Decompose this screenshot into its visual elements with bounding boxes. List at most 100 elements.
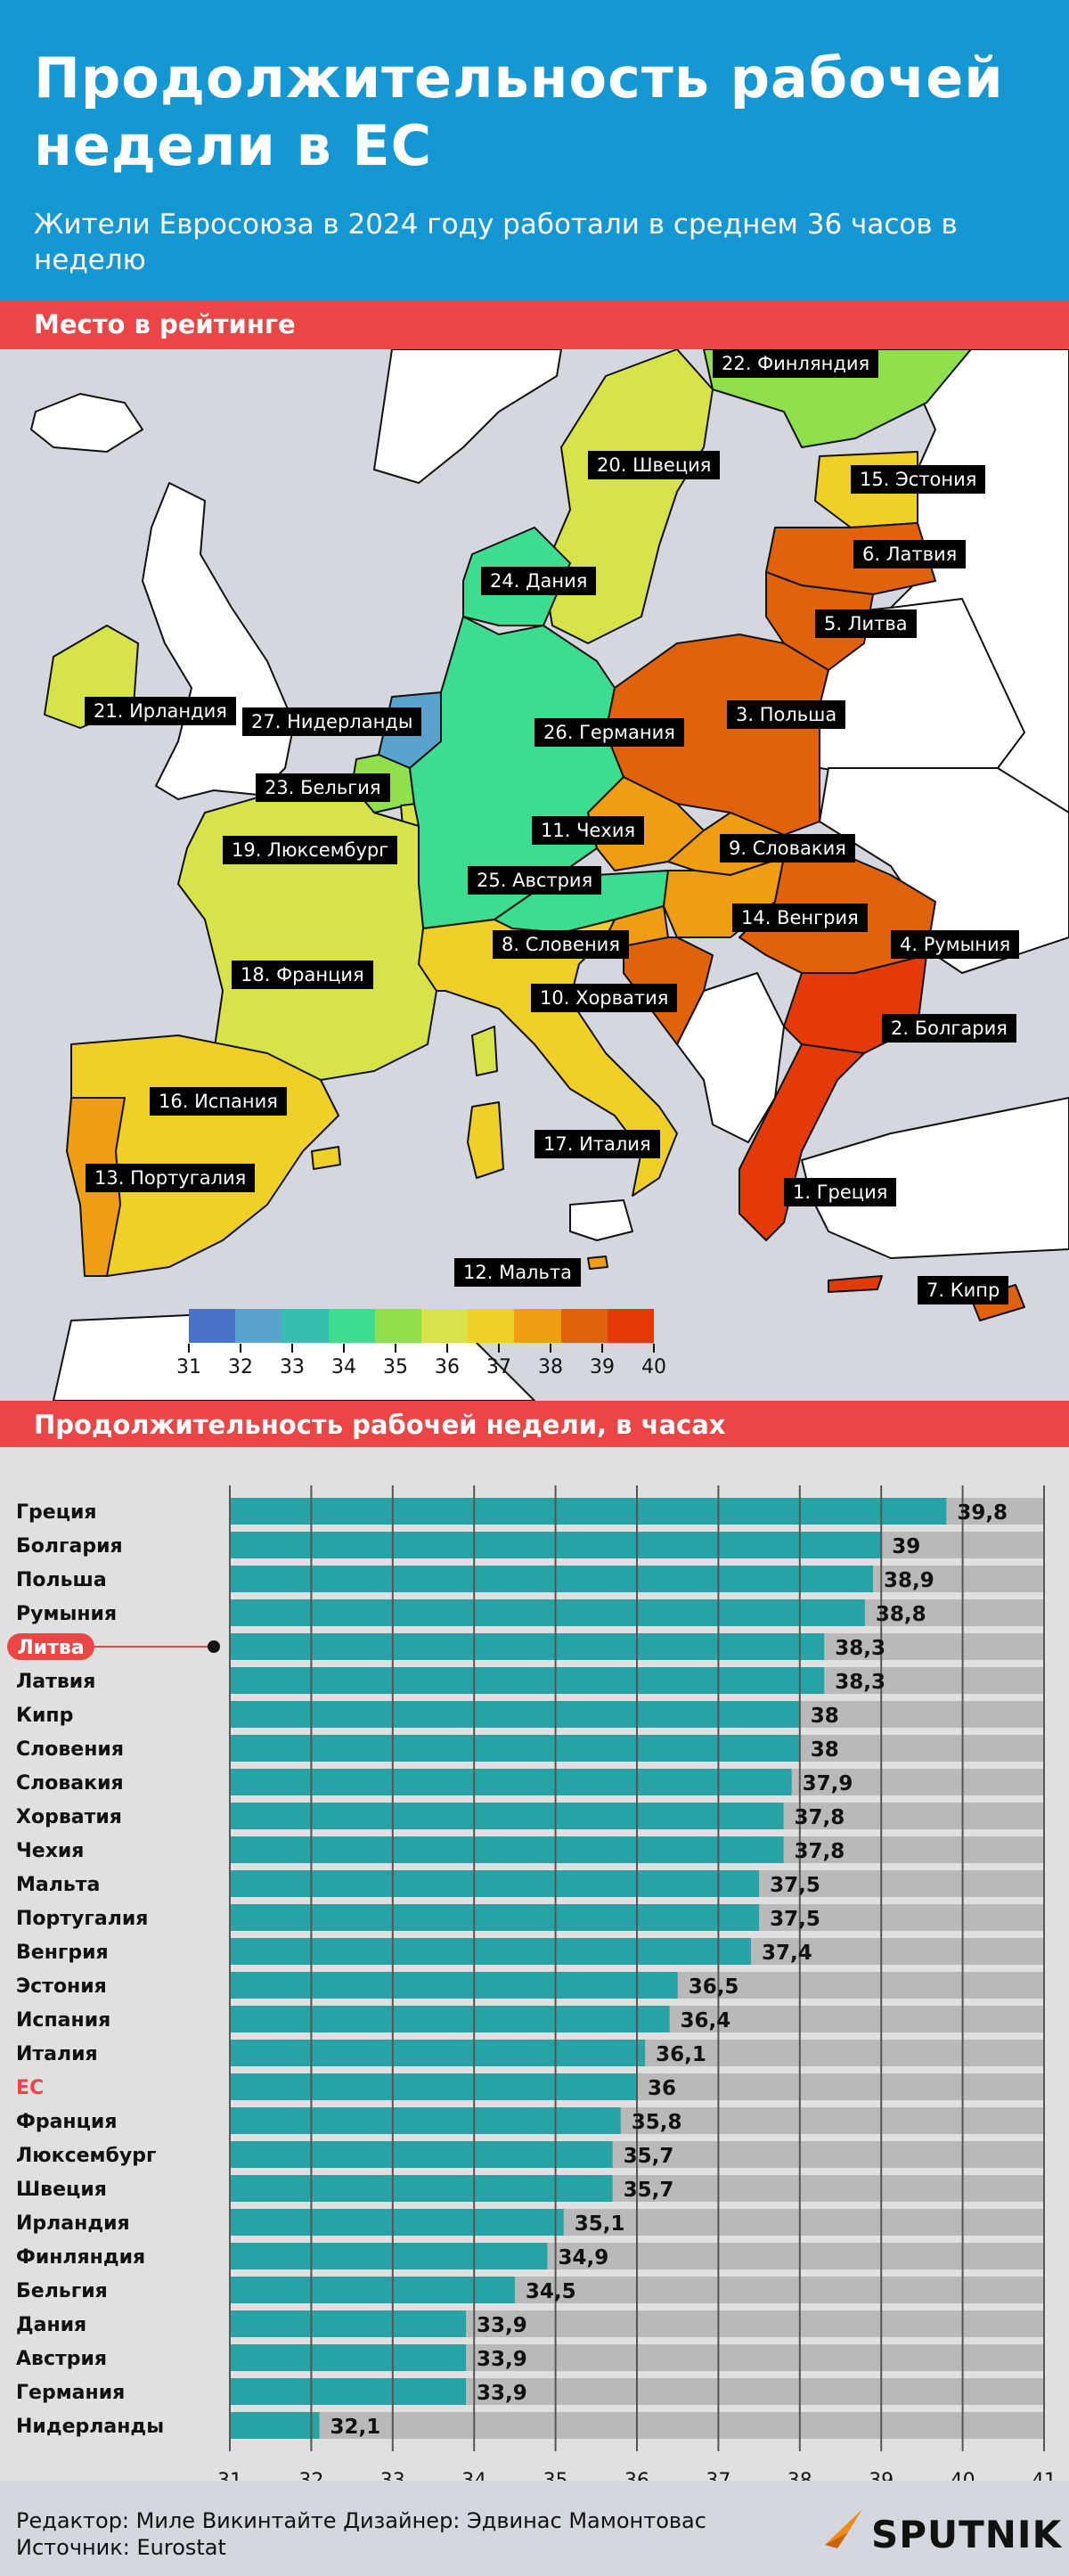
- legend-tick-label: 31: [176, 1356, 201, 1378]
- value-label: 37,8: [795, 1806, 845, 1829]
- legend-tick-mark: [446, 1344, 448, 1353]
- category-label: Австрия: [16, 2348, 107, 2370]
- x-tick-label: 35: [543, 2470, 568, 2481]
- brand-name: SPUTNIK: [871, 2513, 1063, 2556]
- value-label: 35,7: [624, 2179, 674, 2202]
- value-label: 33,9: [477, 2382, 527, 2405]
- bar: [230, 1566, 874, 1592]
- value-label: 38: [811, 1705, 839, 1728]
- map-label-portugal: 13. Португалия: [86, 1164, 256, 1192]
- map-label-estonia: 15. Эстония: [851, 465, 986, 494]
- value-label: 38,8: [876, 1603, 926, 1626]
- map-label-germany: 26. Германия: [534, 718, 684, 747]
- value-label: 32,1: [330, 2416, 381, 2439]
- bar: [230, 2243, 548, 2269]
- map-label-denmark: 24. Дания: [481, 567, 597, 595]
- map-label-netherlands: 27. Нидерланды: [242, 707, 422, 736]
- legend-tick-label: 35: [383, 1356, 408, 1378]
- value-label: 38,3: [835, 1671, 885, 1694]
- legend-swatch: [607, 1309, 655, 1343]
- map-land-balkans: [676, 972, 785, 1143]
- map-section-band: Место в рейтинге: [0, 300, 1069, 349]
- bar: [230, 1904, 760, 1931]
- bar: [230, 1701, 800, 1728]
- map-country-corsica: [471, 1026, 498, 1076]
- category-label: Польша: [16, 1569, 107, 1591]
- credits: Редактор: Миле Викинтайте Дизайнер: Эдви…: [16, 2507, 706, 2561]
- map-land-uk: [142, 482, 295, 800]
- category-label: Кипр: [16, 1705, 73, 1727]
- legend-swatch: [421, 1309, 469, 1343]
- value-label: 38: [811, 1738, 839, 1762]
- legend-swatch: [514, 1309, 561, 1343]
- bar: [230, 2378, 467, 2405]
- map-label-ireland: 21. Ирландия: [85, 697, 236, 725]
- legend-tick-mark: [550, 1344, 551, 1353]
- map-land-norway: [373, 349, 562, 484]
- value-label: 39,8: [957, 1501, 1008, 1525]
- map-label-hungary: 14. Венгрия: [732, 904, 868, 932]
- category-label: Дания: [16, 2314, 86, 2336]
- bar-chart-area: 31 32 33 34 35 36 37 38 39 40 41 Греция 39,8 Болгария…: [0, 1447, 1069, 2481]
- bar: [230, 1803, 784, 1829]
- category-label: Эстония: [16, 1975, 107, 1998]
- bar: [230, 1769, 792, 1795]
- legend-tick-mark: [188, 1344, 190, 1353]
- value-label: 34,9: [558, 2246, 608, 2269]
- category-label: Греция: [16, 1501, 97, 1524]
- map-country-sardinia: [467, 1101, 504, 1179]
- category-label: Болгария: [16, 1535, 123, 1558]
- value-label: 37,8: [795, 1840, 845, 1863]
- value-label: 35,1: [575, 2212, 625, 2236]
- category-label: Румыния: [16, 1603, 117, 1625]
- category-label: Финляндия: [16, 2246, 145, 2269]
- legend-tick-mark: [240, 1344, 241, 1353]
- x-tick-label: 38: [787, 2470, 812, 2481]
- bar: [230, 2277, 515, 2303]
- value-label: 36: [648, 2077, 676, 2100]
- legend-swatch: [189, 1309, 236, 1343]
- credits-editor-designer: Редактор: Миле Викинтайте Дизайнер: Эдви…: [16, 2508, 706, 2533]
- bar: [230, 1498, 947, 1525]
- value-label: 33,9: [477, 2348, 527, 2371]
- category-label: Бельгия: [16, 2280, 108, 2302]
- legend-swatch: [560, 1309, 608, 1343]
- map-label-slovakia: 9. Словакия: [720, 834, 855, 863]
- map-band-label: Место в рейтинге: [34, 309, 296, 339]
- category-label: ЕС: [16, 2077, 44, 2099]
- legend-tick-label: 38: [538, 1356, 563, 1378]
- value-label: 37,5: [770, 1874, 820, 1897]
- category-label: Хорватия: [16, 1806, 122, 1828]
- map-area: 22. Финляндия 20. Швеция 15. Эстония 6. …: [0, 349, 1069, 1401]
- value-label: 35,8: [632, 2111, 682, 2134]
- value-label: 37,9: [803, 1772, 853, 1795]
- header: Продолжительность рабочей недели в ЕС Жи…: [0, 0, 1069, 300]
- map-label-finland: 22. Финляндия: [713, 349, 879, 378]
- value-label: 38,9: [884, 1569, 934, 1592]
- x-tick-label: 37: [706, 2470, 730, 2481]
- map-label-malta: 12. Мальта: [454, 1258, 581, 1287]
- value-label: 39: [892, 1535, 920, 1558]
- map-label-cyprus: 7. Кипр: [918, 1276, 1009, 1304]
- map-label-bulgaria: 2. Болгария: [882, 1014, 1016, 1043]
- bar: [230, 2175, 613, 2202]
- legend-swatch: [235, 1309, 282, 1343]
- chart-band-label: Продолжительность рабочей недели, в часа…: [34, 1410, 726, 1440]
- map-land-ukraine: [819, 767, 1069, 974]
- legend-tick-label: 32: [228, 1356, 253, 1378]
- category-label: Мальта: [16, 1874, 100, 1896]
- bar: [230, 2412, 320, 2439]
- map-country-crete: [828, 1275, 883, 1293]
- map-label-poland: 3. Польша: [727, 700, 846, 729]
- map-label-slovenia: 8. Словения: [493, 930, 629, 959]
- legend-tick-label: 33: [280, 1356, 305, 1378]
- category-label: Швеция: [16, 2179, 107, 2201]
- x-tick-label: 39: [869, 2470, 894, 2481]
- legend-swatch: [374, 1309, 422, 1343]
- footer: [0, 2481, 1069, 2576]
- chart-section-band: Продолжительность рабочей недели, в часа…: [0, 1401, 1069, 1450]
- bar: [230, 1667, 825, 1694]
- legend-tick-mark: [343, 1344, 345, 1353]
- color-legend: [189, 1309, 655, 1343]
- bar: [230, 1599, 865, 1626]
